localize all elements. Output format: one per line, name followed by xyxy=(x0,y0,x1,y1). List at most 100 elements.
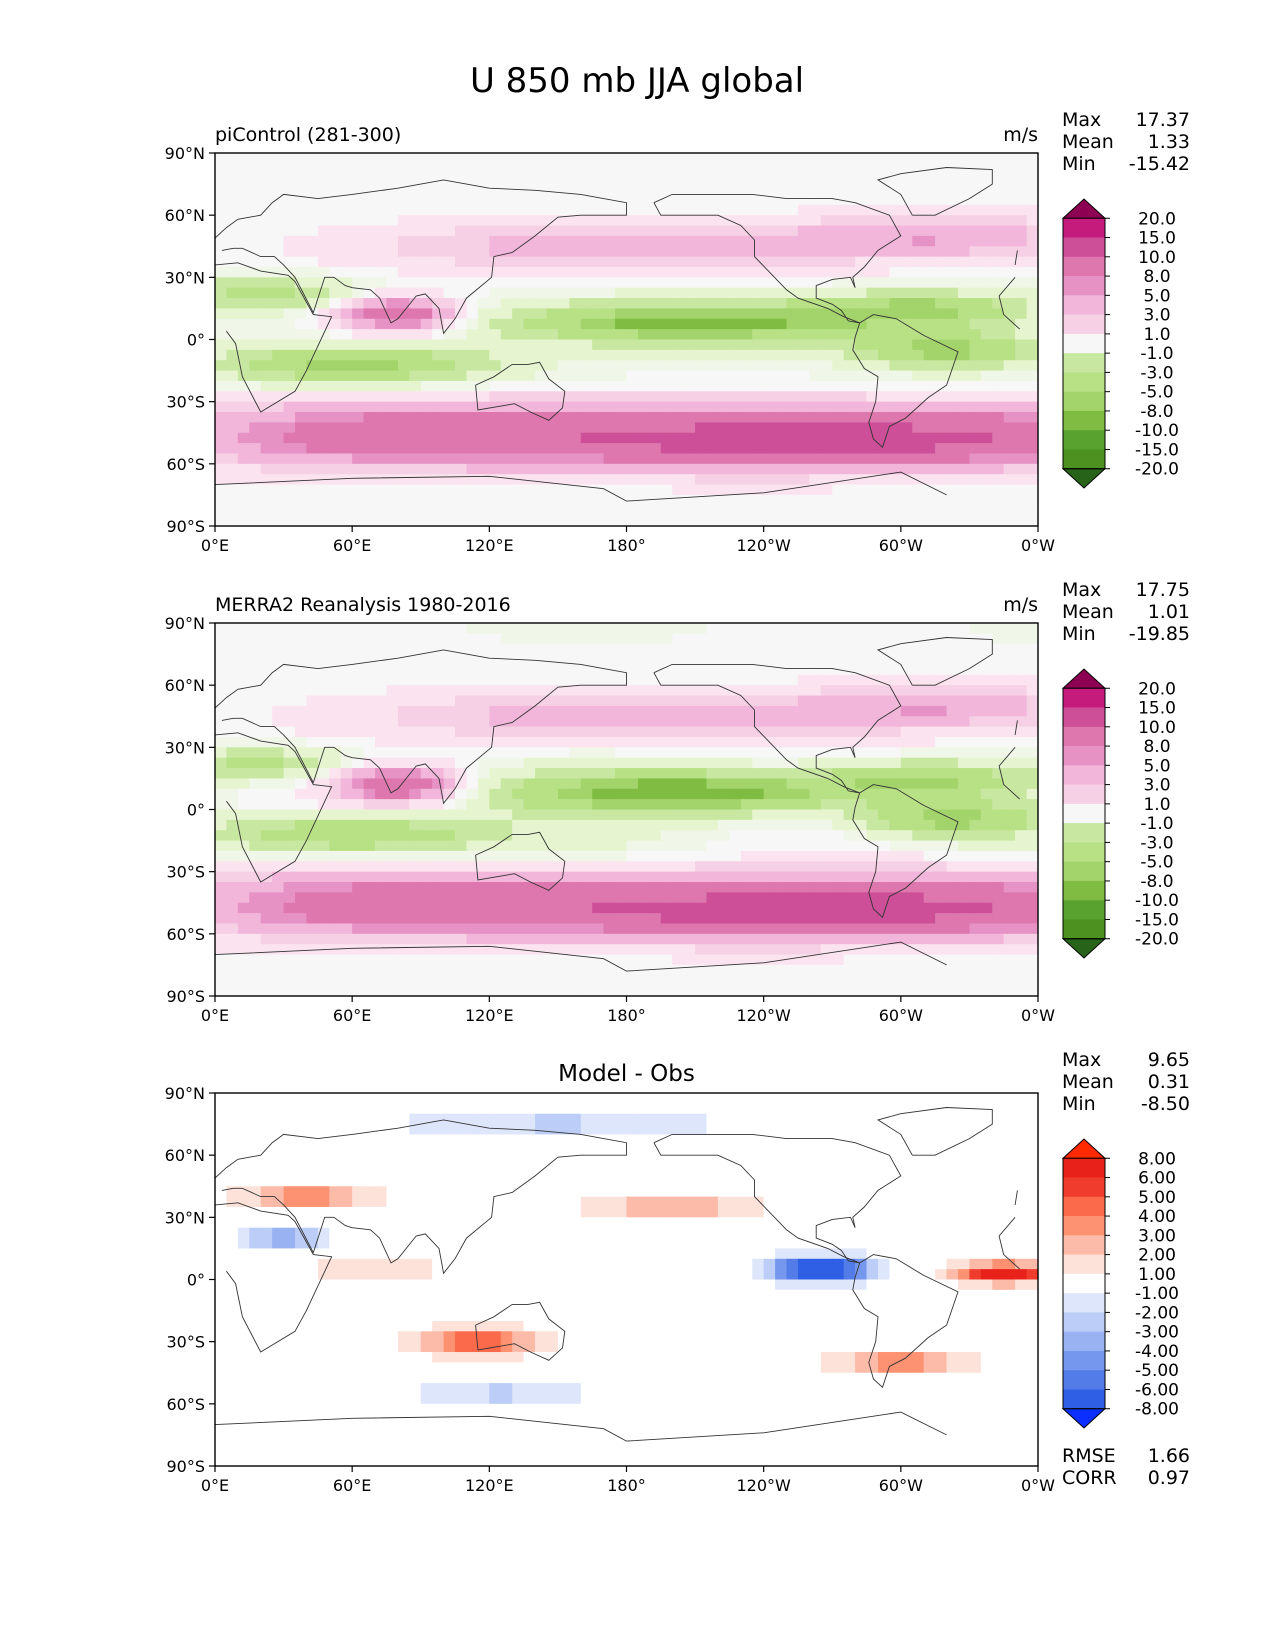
field-cell xyxy=(935,902,948,914)
field-cell xyxy=(352,674,365,686)
field-cell xyxy=(786,757,799,769)
field-cell xyxy=(980,339,993,351)
field-cell xyxy=(603,913,616,925)
field-cell xyxy=(215,913,228,925)
field-cell xyxy=(935,401,948,413)
field-cell xyxy=(752,360,765,372)
field-cell xyxy=(877,633,890,645)
field-cell xyxy=(820,266,833,278)
coastline xyxy=(876,167,993,216)
field-cell xyxy=(649,505,662,517)
field-cell xyxy=(249,674,262,686)
field-cell xyxy=(809,225,822,237)
field-cell xyxy=(923,494,936,506)
field-cell xyxy=(992,163,1005,175)
field-cell xyxy=(317,819,330,831)
field-cell xyxy=(237,163,250,175)
field-cell xyxy=(340,788,353,800)
field-cell xyxy=(237,432,250,444)
colorbar-label: -20.0 xyxy=(1135,460,1179,480)
field-cell xyxy=(626,840,639,852)
field-cell xyxy=(306,695,319,707)
field-cell xyxy=(397,422,410,434)
field-cell xyxy=(375,674,388,686)
field-cell xyxy=(443,902,456,914)
field-cell xyxy=(729,246,742,258)
field-cell xyxy=(432,401,445,413)
field-cell xyxy=(615,235,628,247)
field-cell xyxy=(260,861,273,873)
field-cell xyxy=(775,463,788,475)
field-cell xyxy=(500,892,513,904)
field-cell xyxy=(866,184,879,196)
field-cell xyxy=(226,778,239,790)
field-cell xyxy=(466,215,479,227)
field-cell xyxy=(706,287,719,299)
field-cell xyxy=(569,266,582,278)
field-cell xyxy=(489,484,502,496)
field-cell xyxy=(226,463,239,475)
field-cell xyxy=(706,757,719,769)
field-cell xyxy=(820,173,833,185)
field-cell xyxy=(843,840,856,852)
field-cell xyxy=(1003,892,1016,904)
field-cell xyxy=(626,515,639,526)
field-cell xyxy=(603,256,616,268)
field-cell xyxy=(992,339,1005,351)
field-cell xyxy=(306,633,319,645)
field-cell xyxy=(626,225,639,237)
field-cell xyxy=(980,463,993,475)
field-cell xyxy=(843,695,856,707)
field-cell xyxy=(603,623,616,634)
field-cell xyxy=(809,716,822,728)
field-cell xyxy=(695,184,708,196)
field-cell xyxy=(832,726,845,738)
field-cell xyxy=(1015,173,1028,185)
field-cell xyxy=(466,944,479,956)
field-cell xyxy=(1003,370,1016,382)
field-cell xyxy=(969,830,982,842)
field-cell xyxy=(226,235,239,247)
field-cell xyxy=(980,799,993,811)
field-cell xyxy=(615,768,628,780)
field-cell xyxy=(855,308,868,320)
field-cell xyxy=(649,204,662,216)
field-cell xyxy=(317,287,330,299)
field-cell xyxy=(752,799,765,811)
field-cell xyxy=(546,225,559,237)
field-cell xyxy=(580,432,593,444)
field-cell xyxy=(603,892,616,904)
field-cell xyxy=(923,453,936,465)
field-cell xyxy=(443,923,456,935)
field-cell xyxy=(317,768,330,780)
field-cell xyxy=(889,736,902,748)
field-cell xyxy=(957,819,971,831)
field-cell xyxy=(352,163,365,175)
field-cell xyxy=(375,163,388,175)
field-cell xyxy=(455,902,468,914)
field-cell xyxy=(409,819,422,831)
field-cell xyxy=(797,443,810,455)
field-cell xyxy=(443,882,456,893)
field-cell xyxy=(603,633,616,645)
field-cell xyxy=(866,318,879,330)
field-cell xyxy=(306,194,319,206)
field-cell xyxy=(820,933,833,945)
field-cell xyxy=(832,685,845,697)
field-cell xyxy=(420,913,433,925)
field-cell xyxy=(1015,674,1028,686)
field-cell xyxy=(397,768,410,780)
field-cell xyxy=(820,633,833,645)
field-cell xyxy=(512,432,525,444)
field-cell xyxy=(237,840,250,852)
field-cell xyxy=(409,235,422,247)
field-cell xyxy=(386,256,399,268)
field-cell xyxy=(717,913,730,925)
field-cell xyxy=(832,505,845,517)
field-cell xyxy=(237,778,250,790)
field-cell xyxy=(797,871,810,883)
field-cell xyxy=(809,685,822,697)
field-cell xyxy=(866,674,879,686)
field-cell xyxy=(1003,163,1016,175)
field-cell xyxy=(740,515,753,526)
